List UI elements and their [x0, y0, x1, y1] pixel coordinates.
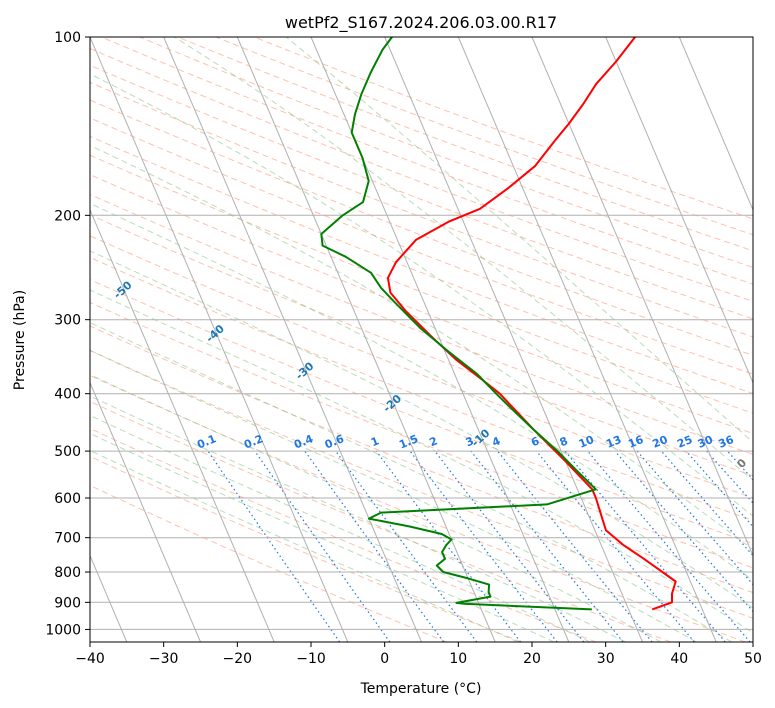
- y-tick-label: 800: [54, 565, 81, 581]
- dry-adiabat: [90, 455, 522, 642]
- moist-adiabat: [90, 73, 753, 517]
- x-tick-label: 10: [449, 651, 467, 667]
- isotherm: [531, 37, 753, 557]
- isotherm: [163, 37, 422, 642]
- mixing-ratio-label: 36: [717, 433, 736, 451]
- moist-adiabat: [90, 144, 753, 551]
- temperature-profile: [386, 37, 677, 611]
- x-tick-label: 50: [744, 651, 762, 667]
- y-tick-label: 600: [54, 491, 81, 507]
- isotherm: [90, 208, 275, 642]
- mixing-ratio-line: [434, 450, 585, 642]
- y-tick-label: 400: [54, 387, 81, 403]
- dry-adiabat: [90, 301, 753, 569]
- mixing-ratio-line: [685, 450, 753, 528]
- mixing-ratio-label: 13: [604, 433, 623, 451]
- mixing-ratio-label: 3: [464, 434, 476, 449]
- dry-adiabat: [90, 81, 753, 338]
- isotherm: [384, 37, 643, 642]
- dry-adiabat: [90, 117, 753, 375]
- mixing-ratio-line: [375, 450, 522, 642]
- dry-adiabat: [90, 64, 753, 320]
- x-tick-label: 20: [523, 651, 541, 667]
- mixing-ratio-line: [470, 450, 624, 642]
- isotherm: [605, 37, 753, 384]
- mixing-ratio-label: 16: [626, 433, 645, 451]
- dewpoint-profile: [320, 37, 597, 611]
- mixing-ratio-label: 8: [558, 434, 570, 449]
- plot-frame: [89, 36, 754, 643]
- dry-adiabat: [90, 427, 597, 642]
- x-tick-label: 0: [380, 651, 389, 667]
- mixing-ratio-line: [614, 450, 753, 613]
- x-tick-label: −30: [149, 651, 179, 667]
- mixing-ratio-label: 20: [651, 433, 670, 451]
- x-tick-label: −20: [223, 651, 253, 667]
- y-tick-label: 100: [54, 30, 81, 46]
- x-tick-label: −40: [75, 651, 105, 667]
- moist-adiabat: [173, 37, 753, 481]
- x-tick-label: −10: [296, 651, 326, 667]
- moist-adiabat: [90, 289, 753, 634]
- mixing-ratio-line: [207, 450, 341, 642]
- mixing-ratio-label: 30: [696, 433, 715, 451]
- x-axis-label: Temperature (°C): [360, 681, 482, 697]
- moist-adiabat: [90, 202, 753, 581]
- moist-adiabat: [90, 449, 519, 642]
- dry-adiabat: [90, 256, 753, 522]
- moist-adiabat: [90, 374, 662, 642]
- background-lines: [90, 37, 753, 642]
- dry-adiabat: [90, 135, 753, 395]
- moist-adiabat: [90, 395, 626, 642]
- y-tick-label: 200: [54, 208, 81, 224]
- dry-adiabat: [90, 279, 753, 545]
- y-tick-label: 900: [54, 595, 81, 611]
- mixing-ratio-line: [497, 450, 653, 642]
- x-tick-label: 30: [597, 651, 615, 667]
- dry-adiabat: [90, 174, 753, 435]
- y-tick-label: 300: [54, 313, 81, 329]
- isotherm: [236, 37, 496, 642]
- isotherm: [678, 37, 753, 212]
- mixing-ratio-line: [636, 450, 753, 586]
- y-tick-label: 500: [54, 444, 81, 460]
- mixing-ratio-label: 1: [369, 434, 381, 449]
- moist-adiabat: [90, 432, 555, 642]
- moist-adiabat: [90, 250, 753, 609]
- series-layer: [320, 37, 677, 611]
- grid-lines: [90, 37, 753, 642]
- mixing-ratio-line: [587, 450, 751, 642]
- dry-adiabat: [90, 325, 753, 594]
- y-tick-label: 1000: [45, 622, 81, 638]
- dry-adiabat: [90, 374, 746, 642]
- y-tick-label: 700: [54, 531, 81, 547]
- dry-adiabat: [101, 37, 753, 285]
- y-axis-label: Pressure (hPa): [12, 290, 28, 390]
- dry-adiabat: [90, 193, 753, 455]
- mixing-ratio-label: 25: [675, 433, 694, 451]
- dry-adiabat: [90, 484, 447, 642]
- mixing-ratio-line: [409, 450, 558, 642]
- isotherm: [457, 37, 717, 642]
- axes: −40 −30 −20 −10 0 10 20 30 40 50 100 200 300 400 500 60…: [45, 30, 762, 667]
- isotherm: [90, 37, 349, 642]
- chart-title: wetPf2_S167.2024.206.03.00.R17: [285, 13, 557, 33]
- isotherm: [90, 381, 201, 642]
- x-tick-label: 40: [670, 651, 688, 667]
- dry-adiabat: [90, 349, 753, 619]
- moist-adiabat: [90, 349, 697, 642]
- mixing-ratio-label: 10: [577, 433, 596, 451]
- mixing-ratio-label: 2: [428, 434, 440, 449]
- moist-adiabat: [90, 322, 732, 642]
